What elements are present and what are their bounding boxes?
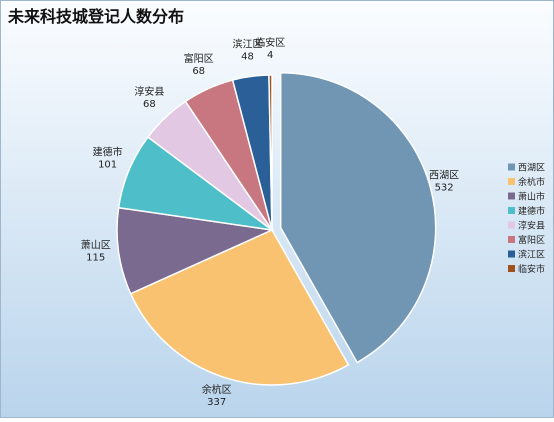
pie-slice [116,206,275,295]
data-label-value: 101 [98,160,117,171]
data-label-name: 临安区 [255,36,285,49]
data-label-value: 4 [267,50,273,61]
legend-swatch [508,265,515,272]
legend-swatch [508,207,515,214]
legend-label: 临安市 [518,263,545,275]
legend-label: 建德市 [518,205,545,217]
data-label-value: 68 [143,99,156,110]
legend-swatch [508,221,515,229]
legend-swatch [508,236,515,243]
data-label-name: 萧山区 [81,240,111,252]
pie-slice [129,229,350,386]
legend-label: 萧山市 [518,191,545,203]
data-label-value: 337 [207,397,226,408]
data-label-value: 68 [192,66,205,77]
legend-swatch [508,163,515,171]
data-label-name: 富阳区 [184,52,214,65]
legend-swatch [508,250,515,258]
pie-slice [268,74,273,231]
chart-title: 未来科技城登记人数分布 [7,7,184,26]
legend-label: 余杭市 [518,176,545,188]
data-label-name: 余杭区 [202,383,232,396]
legend-label: 滨江区 [518,249,545,261]
data-label-name: 滨江区 [232,38,262,51]
data-label-name: 建德市 [93,146,123,159]
data-label-value: 532 [435,183,454,194]
legend-swatch [508,178,515,185]
pie-slice [279,71,437,364]
data-label-value: 48 [241,52,254,63]
data-label-value: 115 [86,253,105,264]
legend-label: 西湖区 [518,163,545,174]
legend-label: 淳安县 [518,220,545,232]
legend-label: 富阳区 [518,234,545,246]
data-label-name: 西湖区 [429,170,459,182]
data-label-name: 淳安县 [134,85,164,98]
legend-swatch [508,192,515,200]
